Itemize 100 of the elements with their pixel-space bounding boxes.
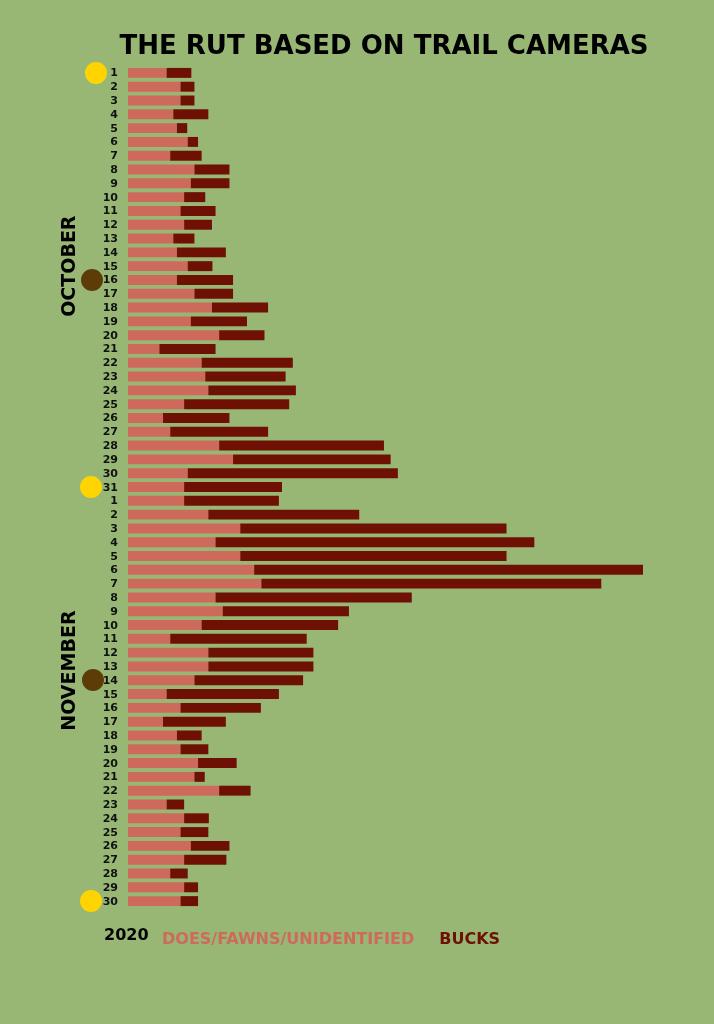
y-tick-label: 13 [102,232,118,246]
bar [208,509,360,520]
y-tick-label: 1 [110,494,118,508]
bar [128,482,185,492]
bar [128,468,188,479]
bar [184,882,199,893]
bar [184,192,206,203]
bar [128,413,164,423]
bar [170,426,269,437]
y-tick-label: 20 [102,328,119,342]
bar [187,261,213,272]
text: BUCKS [439,928,501,948]
bar [215,537,535,548]
bar [128,813,185,824]
y-tick-label: 13 [102,659,118,673]
bar [128,440,220,451]
bar [128,302,212,313]
y-tick-label: 18 [102,301,118,315]
bar [128,633,171,644]
series-label: DOES/FAWNS/UNIDENTIFIED [162,928,415,948]
y-tick-label: 24 [102,383,119,397]
bar [128,109,174,120]
y-tick-label: 9 [110,176,118,190]
y-tick-label: 18 [102,728,118,742]
y-tick-label: 26 [102,839,119,853]
y-tick-label: 29 [102,880,118,894]
bar [128,744,181,755]
y-tick-label: 24 [102,811,119,825]
bar [128,661,209,672]
bar [128,288,195,299]
y-tick-label: 5 [110,121,118,135]
bar [128,247,177,258]
y-tick-label: 7 [110,577,118,591]
legend-title: 2020 [104,924,149,944]
y-tick-label: 26 [102,411,119,425]
y-tick-label: 30 [102,466,119,480]
bar [170,868,188,879]
y-tick-label: 1 [110,66,118,80]
bar [128,758,199,769]
bar [201,620,339,630]
bar [219,440,384,451]
bar [190,840,230,851]
y-tick-label: 8 [110,163,118,177]
bar [128,274,177,285]
y-tick-label: 3 [110,521,118,535]
y-tick-label: 15 [102,687,118,701]
y-tick-label: 22 [102,784,118,798]
bar [176,123,188,134]
bar [184,854,227,865]
bar [128,219,185,230]
bar [128,882,185,893]
bar [128,426,171,437]
bar [180,702,261,713]
bar [219,330,265,341]
bar [128,136,188,147]
y-tick-label: 21 [102,342,118,356]
bar [194,164,230,175]
bar [176,274,234,285]
bar [128,67,167,78]
bar [184,219,212,230]
bar [201,357,293,368]
bar [166,67,192,78]
y-tick-label: 2 [110,508,118,522]
bar [128,261,188,272]
bar [240,551,507,561]
bar [176,730,202,741]
bar [128,95,181,106]
bar [128,730,177,741]
bar [128,385,209,396]
bar [184,813,209,824]
bar [233,454,391,465]
bar [128,330,220,341]
bar [128,702,181,713]
bar [176,247,226,258]
bar [128,620,202,630]
bar [128,537,216,548]
bar [170,150,202,161]
bar [128,454,234,465]
bar [128,868,171,879]
bar [211,302,269,313]
y-tick-label: 30 [102,894,119,908]
bar [180,81,195,92]
bar [128,316,191,327]
bar [128,81,181,92]
y-tick-label: 21 [102,770,118,784]
bar [219,785,251,796]
bar [128,509,209,520]
y-tick-label: 28 [102,866,118,880]
bar [184,399,290,410]
bar [128,178,191,189]
y-tick-label: 23 [102,370,118,384]
bar [128,785,220,796]
y-tick-label: 2 [110,80,118,94]
y-tick-label: 9 [110,604,118,618]
bar [128,716,164,727]
bar [128,647,209,658]
bar [198,758,237,769]
y-tick-label: 22 [102,356,118,370]
bar [128,896,181,907]
bar [128,205,181,216]
